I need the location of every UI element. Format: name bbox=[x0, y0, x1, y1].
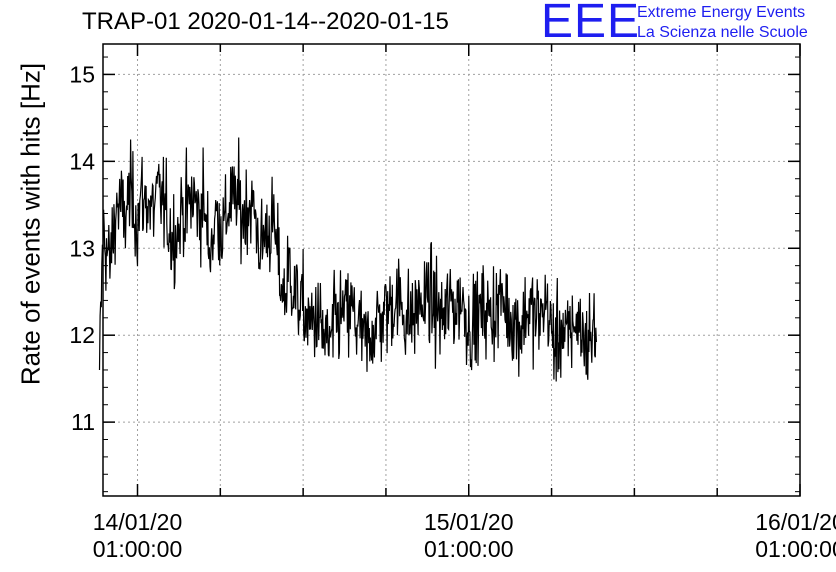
y-tick-label: 12 bbox=[69, 322, 95, 348]
eee-logo: EEE bbox=[541, 0, 641, 48]
x-tick-label-time: 01:00:00 bbox=[93, 536, 183, 562]
x-tick-label-time: 01:00:00 bbox=[755, 536, 836, 562]
tick-labels: 111213141514/01/2001:00:0015/01/2001:00:… bbox=[69, 61, 836, 562]
series-line-rate bbox=[98, 137, 597, 382]
x-tick-label-time: 01:00:00 bbox=[424, 536, 514, 562]
grid-lines bbox=[103, 44, 800, 496]
x-tick-label-date: 15/01/20 bbox=[424, 509, 514, 535]
x-tick-label-date: 16/01/20 bbox=[755, 509, 836, 535]
logo-text-line1: Extreme Energy Events bbox=[637, 4, 806, 21]
y-tick-label: 11 bbox=[71, 409, 95, 435]
x-tick-label-date: 14/01/20 bbox=[93, 509, 183, 535]
y-tick-label: 14 bbox=[69, 148, 95, 174]
y-tick-label: 13 bbox=[69, 235, 95, 261]
logo-text-line2: La Scienza nelle Scuole bbox=[637, 24, 808, 41]
chart-title: TRAP-01 2020-01-14--2020-01-15 bbox=[82, 8, 449, 35]
y-tick-label: 15 bbox=[69, 61, 95, 87]
axis-ticks bbox=[103, 44, 801, 496]
plot-frame bbox=[102, 43, 801, 497]
